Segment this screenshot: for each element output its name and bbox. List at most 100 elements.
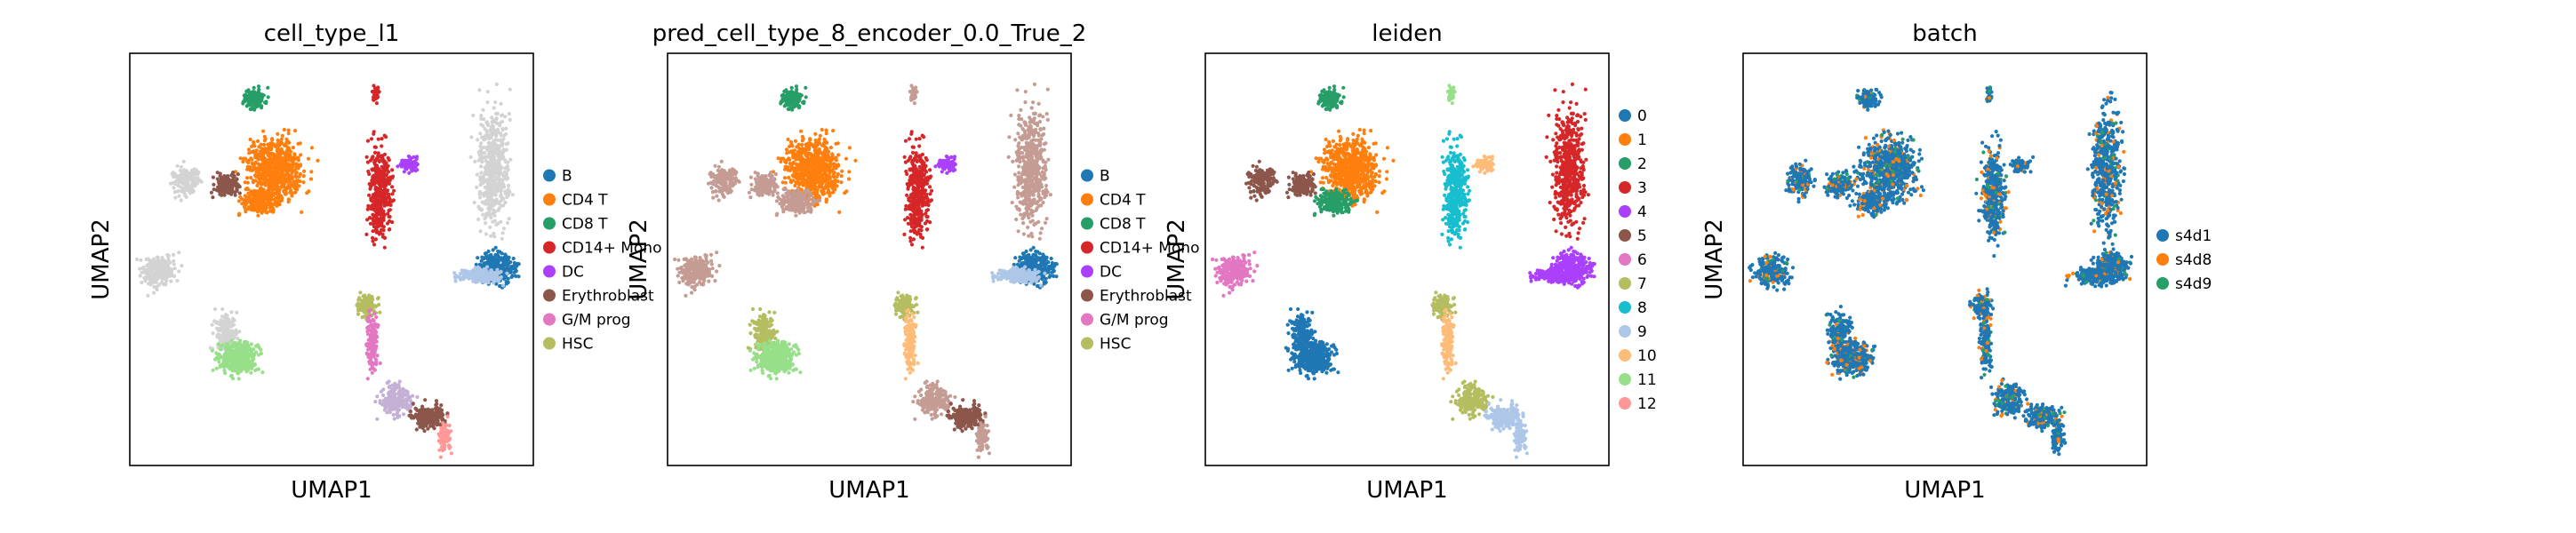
scatter-point (388, 197, 392, 201)
scatter-point (316, 159, 319, 163)
scatter-point (182, 160, 186, 163)
scatter-point (498, 265, 501, 268)
scatter-point (375, 220, 379, 224)
scatter-point (500, 144, 504, 147)
scatter-point (795, 163, 798, 166)
scatter-point (388, 398, 392, 402)
scatter-point (471, 114, 475, 117)
scatter-point (296, 142, 300, 146)
scatter-points (673, 83, 1059, 459)
scatter-point (392, 391, 396, 394)
scatter-point (485, 265, 489, 268)
scatter-point (374, 315, 378, 319)
scatter-point (191, 172, 195, 176)
scatter-point (150, 266, 154, 269)
scatter-point (245, 362, 249, 365)
scatter-point (498, 284, 501, 288)
scatter-point (277, 179, 281, 182)
scatter-point (186, 173, 189, 177)
scatter-point (371, 344, 374, 347)
scatter-point (264, 207, 268, 211)
scatter-point (494, 194, 498, 197)
scatter-point (180, 177, 183, 180)
scatter-point (299, 172, 302, 176)
scatter-point (492, 263, 495, 266)
scatter-point (272, 194, 276, 197)
scatter-point (175, 175, 179, 179)
scatter-point (238, 369, 242, 372)
scatter-point (284, 187, 288, 190)
scatter-point (500, 113, 504, 116)
scatter-point (506, 141, 509, 145)
scatter-point (373, 151, 377, 155)
scatter-point (381, 394, 385, 397)
scatter-point (388, 227, 391, 231)
scatter-point (847, 170, 851, 173)
scatter-point (244, 93, 247, 97)
scatter-point (794, 139, 797, 143)
scatter-point (400, 164, 404, 168)
scatter-point (481, 124, 484, 128)
scatter-point (302, 174, 306, 178)
scatter-point (491, 220, 494, 224)
scatter-point (268, 170, 271, 173)
scatter-point (473, 201, 476, 204)
scatter-point (375, 230, 379, 234)
scatter-point (294, 175, 298, 179)
scatter-point (260, 143, 263, 147)
scatter-point (370, 204, 373, 208)
scatter-point (853, 159, 857, 163)
scatter-point (247, 95, 251, 99)
scatter-point (500, 204, 503, 208)
scatter-point (244, 358, 247, 362)
scatter-point (235, 311, 238, 314)
scatter-point (283, 128, 286, 131)
scatter-point (444, 424, 448, 427)
scatter-point (496, 221, 500, 225)
scatter-point (142, 276, 146, 280)
scatter-point (231, 368, 235, 371)
scatter-point (820, 144, 824, 147)
scatter-point (501, 197, 505, 201)
scatter-point (443, 448, 446, 451)
scatter-point (387, 179, 390, 183)
scatter-point (369, 368, 372, 371)
scatter-point (467, 275, 470, 279)
scatter-point (223, 179, 227, 183)
scatter-point (196, 171, 200, 174)
scatter-point (258, 198, 261, 202)
scatter-point (496, 139, 500, 142)
scatter-point (488, 179, 492, 183)
scatter-point (380, 155, 384, 159)
scatter-point (380, 191, 384, 195)
scatter-point (237, 330, 241, 333)
scatter-point (406, 163, 410, 166)
scatter-point (241, 101, 244, 105)
scatter-point (230, 355, 234, 359)
scatter-point (502, 227, 506, 230)
scatter-point (469, 135, 473, 139)
scatter-point (270, 139, 274, 142)
scatter-point (428, 410, 432, 414)
scatter-points (135, 83, 521, 459)
scatter-point (172, 186, 175, 189)
scatter-point (435, 402, 438, 406)
scatter-point (164, 282, 167, 285)
scatter-point (403, 170, 406, 173)
scatter-point (200, 180, 204, 184)
scatter-point (376, 187, 380, 190)
scatter-point (491, 175, 494, 179)
scatter-point (160, 281, 164, 284)
scatter-point (844, 157, 848, 161)
scatter-point (172, 253, 175, 257)
scatter-point (283, 144, 286, 147)
scatter-point (484, 255, 487, 259)
scatter-point (252, 196, 255, 200)
scatter-point (512, 257, 516, 260)
scatter-point (362, 314, 365, 318)
scatter-point (788, 107, 791, 111)
legend-marker (543, 242, 556, 254)
scatter-point (501, 231, 505, 235)
scatter-point (228, 324, 232, 328)
scatter-point (152, 280, 156, 283)
